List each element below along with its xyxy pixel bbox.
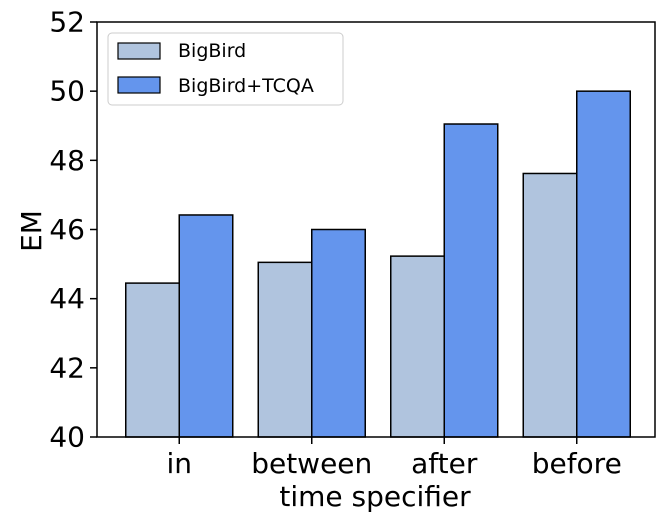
x-axis-label: time specifier — [279, 480, 471, 513]
y-tick-label: 42 — [49, 351, 85, 384]
bar-bigbird-before — [522, 172, 578, 438]
bar-bigbird-tcqa-before — [576, 90, 631, 438]
y-tick-label: 50 — [49, 75, 85, 108]
x-axis: in between after before — [166, 437, 622, 480]
legend-swatch-bigbird — [117, 42, 161, 60]
y-axis-label: EM — [15, 210, 48, 252]
legend-box — [107, 32, 344, 106]
y-tick-label: 46 — [49, 213, 85, 246]
x-tick-label-between: between — [251, 447, 372, 480]
bar-bigbird-tcqa-after — [443, 123, 499, 438]
legend-label-bigbird-tcqa: BigBird+TCQA — [178, 75, 314, 97]
legend-swatch-bigbird-tcqa — [117, 76, 161, 94]
bar-bigbird-between — [257, 261, 313, 438]
y-tick-label: 40 — [49, 421, 85, 454]
y-axis: 40 42 44 46 48 50 52 — [49, 6, 97, 454]
y-tick-label: 44 — [49, 282, 85, 315]
bar-bigbird-after — [390, 255, 445, 438]
x-tick-label-in: in — [166, 447, 192, 480]
x-tick-label-after: after — [411, 447, 478, 480]
bar-bigbird-in — [125, 282, 180, 438]
y-tick-label: 48 — [49, 144, 85, 177]
x-tick-label-before: before — [532, 447, 622, 480]
legend-label-bigbird: BigBird — [178, 40, 246, 62]
bars-group — [125, 90, 631, 438]
bar-bigbird-tcqa-between — [311, 228, 366, 438]
legend: BigBird BigBird+TCQA — [107, 32, 344, 106]
y-tick-label: 52 — [49, 6, 85, 39]
bar-bigbird-tcqa-in — [178, 214, 234, 438]
